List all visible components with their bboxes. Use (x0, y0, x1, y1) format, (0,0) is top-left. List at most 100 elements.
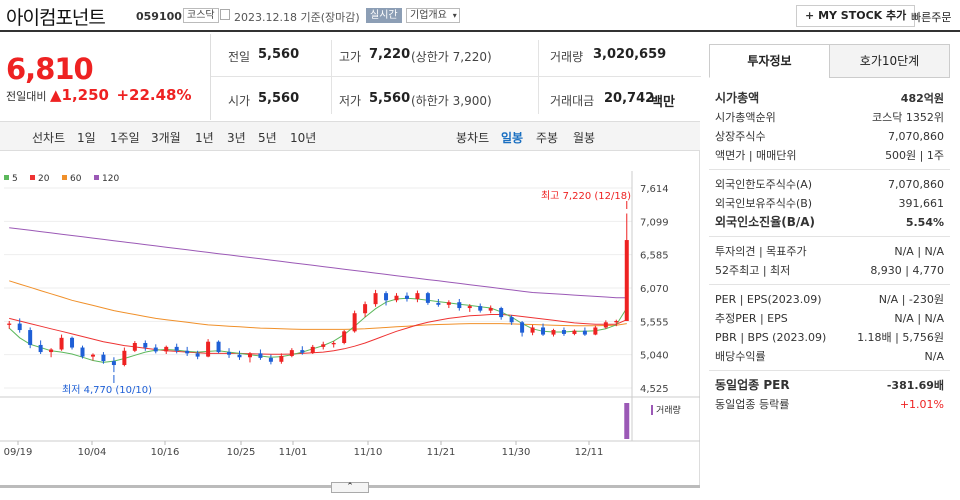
candle-body (59, 337, 64, 350)
plus-icon: + (805, 9, 815, 22)
tab-10y[interactable]: 10년 (290, 131, 317, 145)
x-tick-label: 12/11 (575, 447, 604, 458)
info-row-value: 코스닥 1352위 (872, 111, 944, 124)
candle-body (499, 308, 504, 318)
candle-body (300, 350, 305, 353)
candle-body (561, 330, 566, 334)
candle-body (310, 346, 315, 353)
x-tick-label: 09/19 (4, 447, 33, 458)
candle-body (478, 306, 483, 311)
info-row-label: 배당수익률 (715, 350, 766, 363)
candle-body (404, 295, 409, 299)
candle-body (373, 293, 378, 305)
high-annotation: 최고 7,220 (12/18) (541, 190, 631, 202)
tab-5y[interactable]: 5년 (258, 131, 277, 145)
info-row: 배당수익률 N/A (709, 347, 950, 366)
lower-limit: (하한가 3,900) (411, 94, 492, 108)
company-overview-label: 기업개요 (410, 10, 447, 21)
low-label: 저가 (339, 94, 362, 108)
tab-1d[interactable]: 1일 (77, 131, 96, 145)
candle-body (520, 322, 525, 333)
candle-body (174, 346, 179, 351)
candle-body (467, 306, 472, 309)
info-row-label: 외국인소진율(B/A) (715, 215, 816, 229)
moving-average-line (9, 227, 627, 299)
candle-body (122, 350, 127, 366)
legend-swatch (94, 175, 99, 180)
info-row-value: N/A | N/A (894, 245, 944, 258)
info-row-value: 1.18배 | 5,756원 (857, 331, 944, 344)
company-overview-button[interactable]: 기업개요 ▾ (406, 8, 460, 23)
tab-monthly[interactable]: 월봉 (573, 131, 596, 145)
mystock-button[interactable]: + MY STOCK 추가 (796, 5, 916, 27)
open-label: 시가 (228, 94, 251, 108)
info-row-value: N/A | N/A (894, 312, 944, 325)
market-tag: 코스닥 (183, 8, 219, 23)
realtime-button[interactable]: 실시간 (366, 8, 402, 23)
candle-body (624, 240, 629, 321)
info-row-label: PBR | BPS (2023.09) (715, 331, 827, 344)
volume-bar (624, 403, 630, 439)
amount-value: 20,742 (604, 91, 655, 106)
base-date: 2023.12.18 기준(장마감) (234, 11, 360, 24)
calendar-icon (220, 9, 230, 20)
legend-swatch (4, 175, 9, 180)
tab-3m[interactable]: 3개월 (151, 131, 181, 145)
price-chart: 5 20 60 120 7,614 7,099 6,585 6,070 5,555 5,040 4… (0, 151, 700, 485)
y-tick-label: 7,099 (640, 217, 669, 228)
volume-label: 거래량 (550, 50, 584, 64)
info-row-label: 투자의견 | 목표주가 (715, 245, 807, 258)
x-tick-label: 11/10 (354, 447, 383, 458)
info-row-value: 500원 | 1주 (885, 149, 944, 162)
quick-order-link[interactable]: 빠른주문 (911, 11, 952, 24)
info-row-value: 8,930 | 4,770 (870, 264, 944, 277)
tab-invest-info[interactable]: 투자정보 (709, 44, 830, 78)
line-chart-label: 선차트 (32, 131, 66, 145)
info-row-value: 482억원 (900, 92, 944, 105)
info-row-value: 7,070,860 (888, 130, 944, 143)
tab-hoga[interactable]: 호가10단계 (829, 44, 950, 78)
y-tick-label: 5,555 (640, 317, 669, 328)
candle-body (17, 323, 22, 331)
tab-weekly[interactable]: 주봉 (536, 131, 559, 145)
y-tick-label: 5,040 (640, 351, 669, 362)
candle-body (551, 330, 556, 335)
candle-body (541, 327, 546, 335)
collapse-chevron-icon[interactable]: ⌃ (331, 482, 369, 493)
tab-daily[interactable]: 일봉 (501, 131, 524, 145)
upper-limit: (상한가 7,220) (411, 50, 492, 64)
info-row-value: N/A (924, 350, 944, 363)
tab-1w[interactable]: 1주일 (110, 131, 140, 145)
candle-body (28, 330, 33, 345)
price-info-grid: 전일 5,560 고가 7,220 (상한가 7,220) 거래량 3,020,… (210, 34, 701, 120)
candle-body (415, 293, 420, 299)
chevron-down-icon: ▾ (452, 11, 457, 20)
candle-body (237, 354, 242, 358)
info-row: 투자의견 | 목표주가 N/A | N/A (709, 242, 950, 261)
candle-body (7, 323, 12, 325)
x-tick-label: 11/01 (279, 447, 308, 458)
legend-swatch (30, 175, 35, 180)
info-row-label: 시가총액순위 (715, 111, 776, 124)
candle-body (363, 304, 368, 314)
y-tick-label: 6,070 (640, 284, 669, 295)
info-row-label: 외국인한도주식수(A) (715, 178, 813, 191)
low-value: 5,560 (369, 91, 411, 106)
stock-code: 059100 (136, 10, 182, 23)
change-value: 1,250 (61, 86, 109, 104)
info-row: 시가총액 482억원 (709, 89, 950, 108)
info-row-value: 391,661 (898, 197, 945, 210)
tab-3y[interactable]: 3년 (227, 131, 246, 145)
price-change: 전일대비 ▲1,250 +22.48% (6, 86, 192, 104)
info-row-label: 외국인보유주식수(B) (715, 197, 813, 210)
candle-body (206, 341, 211, 357)
volume-legend-swatch (651, 405, 653, 415)
candle-body (603, 322, 608, 328)
prev-label: 전일 (228, 50, 251, 64)
candle-body (279, 355, 284, 362)
candle-body (321, 344, 326, 347)
candle-body (593, 327, 598, 335)
x-tick-label: 10/04 (78, 447, 107, 458)
tab-1y[interactable]: 1년 (195, 131, 214, 145)
volume-label: 거래량 (656, 404, 681, 416)
